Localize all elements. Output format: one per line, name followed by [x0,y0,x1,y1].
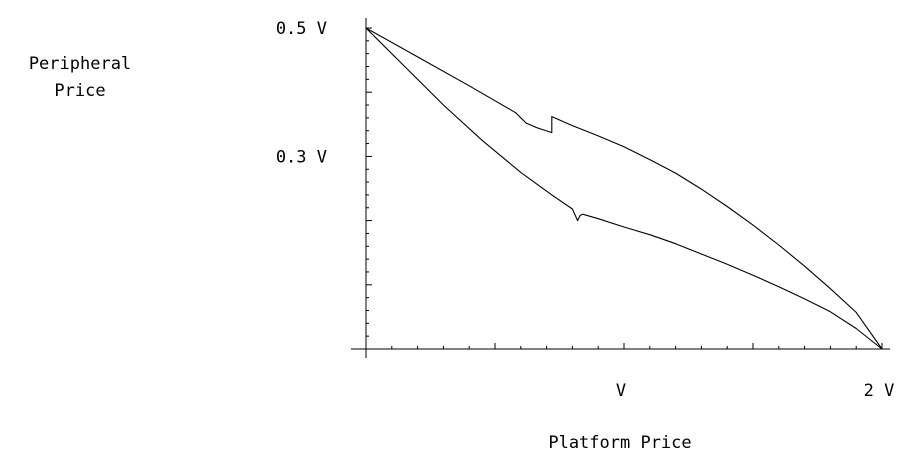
y-tick-label: 0.3 V [276,147,327,167]
series-line-2 [365,27,883,350]
y-axis-label-line2: Price [54,81,105,101]
x-tick-label: V [616,381,626,401]
x-axis-label: Platform Price [548,433,691,453]
axes: V 2 V 0.3 V 0.5 V [276,18,895,401]
plot-area [365,27,883,350]
y-tick-label: 0.5 V [276,19,327,39]
x-tick-label: 2 V [864,381,895,401]
y-axis-label-line1: Peripheral [29,54,131,74]
series-line-1 [365,27,883,350]
